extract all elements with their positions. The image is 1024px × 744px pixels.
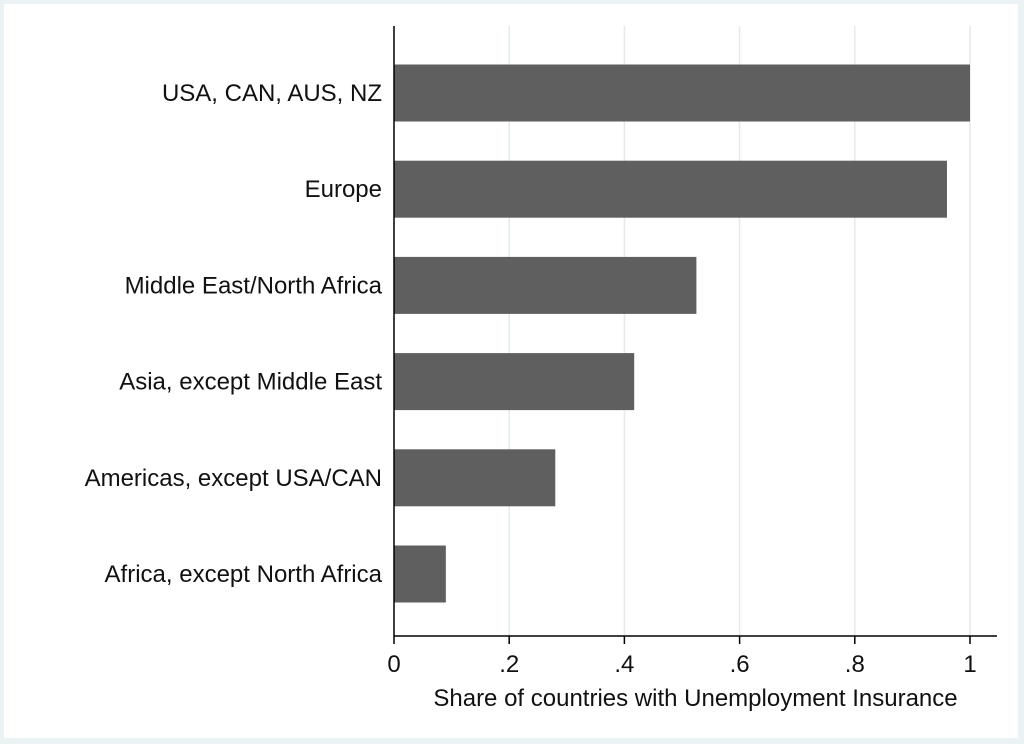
category-label: Europe: [305, 176, 382, 203]
bar: [394, 449, 556, 507]
chart-frame: USA, CAN, AUS, NZ Europe Middle East/North…: [4, 4, 1018, 738]
x-axis-title: Share of countries with Unemployment Ins…: [433, 685, 957, 712]
bars: [394, 64, 970, 603]
category-label: Asia, except Middle East: [119, 369, 382, 396]
bar: [394, 545, 446, 603]
x-tick-label: .4: [614, 651, 634, 678]
x-tick-label: 0: [387, 651, 400, 678]
bar: [394, 353, 635, 411]
gridlines: [508, 26, 971, 636]
bar: [394, 160, 947, 218]
category-label: Africa, except North Africa: [105, 561, 383, 588]
x-tick-label: .2: [499, 651, 519, 678]
x-tick-label: .6: [730, 651, 750, 678]
x-tick-label: 1: [963, 651, 976, 678]
bar: [394, 64, 970, 122]
bar-chart: USA, CAN, AUS, NZ Europe Middle East/North…: [85, 26, 997, 712]
x-ticks: 0 .2 .4 .6 .8 1: [387, 636, 977, 678]
category-label: USA, CAN, AUS, NZ: [162, 80, 382, 107]
x-tick-label: .8: [845, 651, 865, 678]
bar: [394, 256, 697, 314]
category-labels: USA, CAN, AUS, NZ Europe Middle East/North…: [85, 80, 383, 588]
category-label: Americas, except USA/CAN: [85, 465, 382, 492]
category-label: Middle East/North Africa: [125, 272, 383, 299]
